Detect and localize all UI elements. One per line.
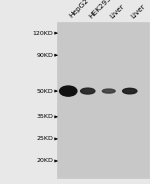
Text: HepG2: HepG2 [68, 0, 90, 19]
Text: Liver: Liver [130, 3, 147, 19]
Text: 20KD: 20KD [36, 158, 53, 164]
Text: HEK293: HEK293 [88, 0, 112, 19]
Ellipse shape [102, 89, 115, 93]
Ellipse shape [81, 88, 95, 94]
Text: 25KD: 25KD [36, 136, 53, 141]
Text: 120KD: 120KD [33, 31, 53, 36]
Ellipse shape [60, 86, 77, 96]
Text: 35KD: 35KD [36, 114, 53, 119]
Bar [57, 22, 148, 178]
Text: Liver: Liver [109, 3, 126, 19]
Ellipse shape [123, 88, 137, 94]
Text: 50KD: 50KD [36, 89, 53, 94]
Text: 90KD: 90KD [36, 53, 53, 58]
